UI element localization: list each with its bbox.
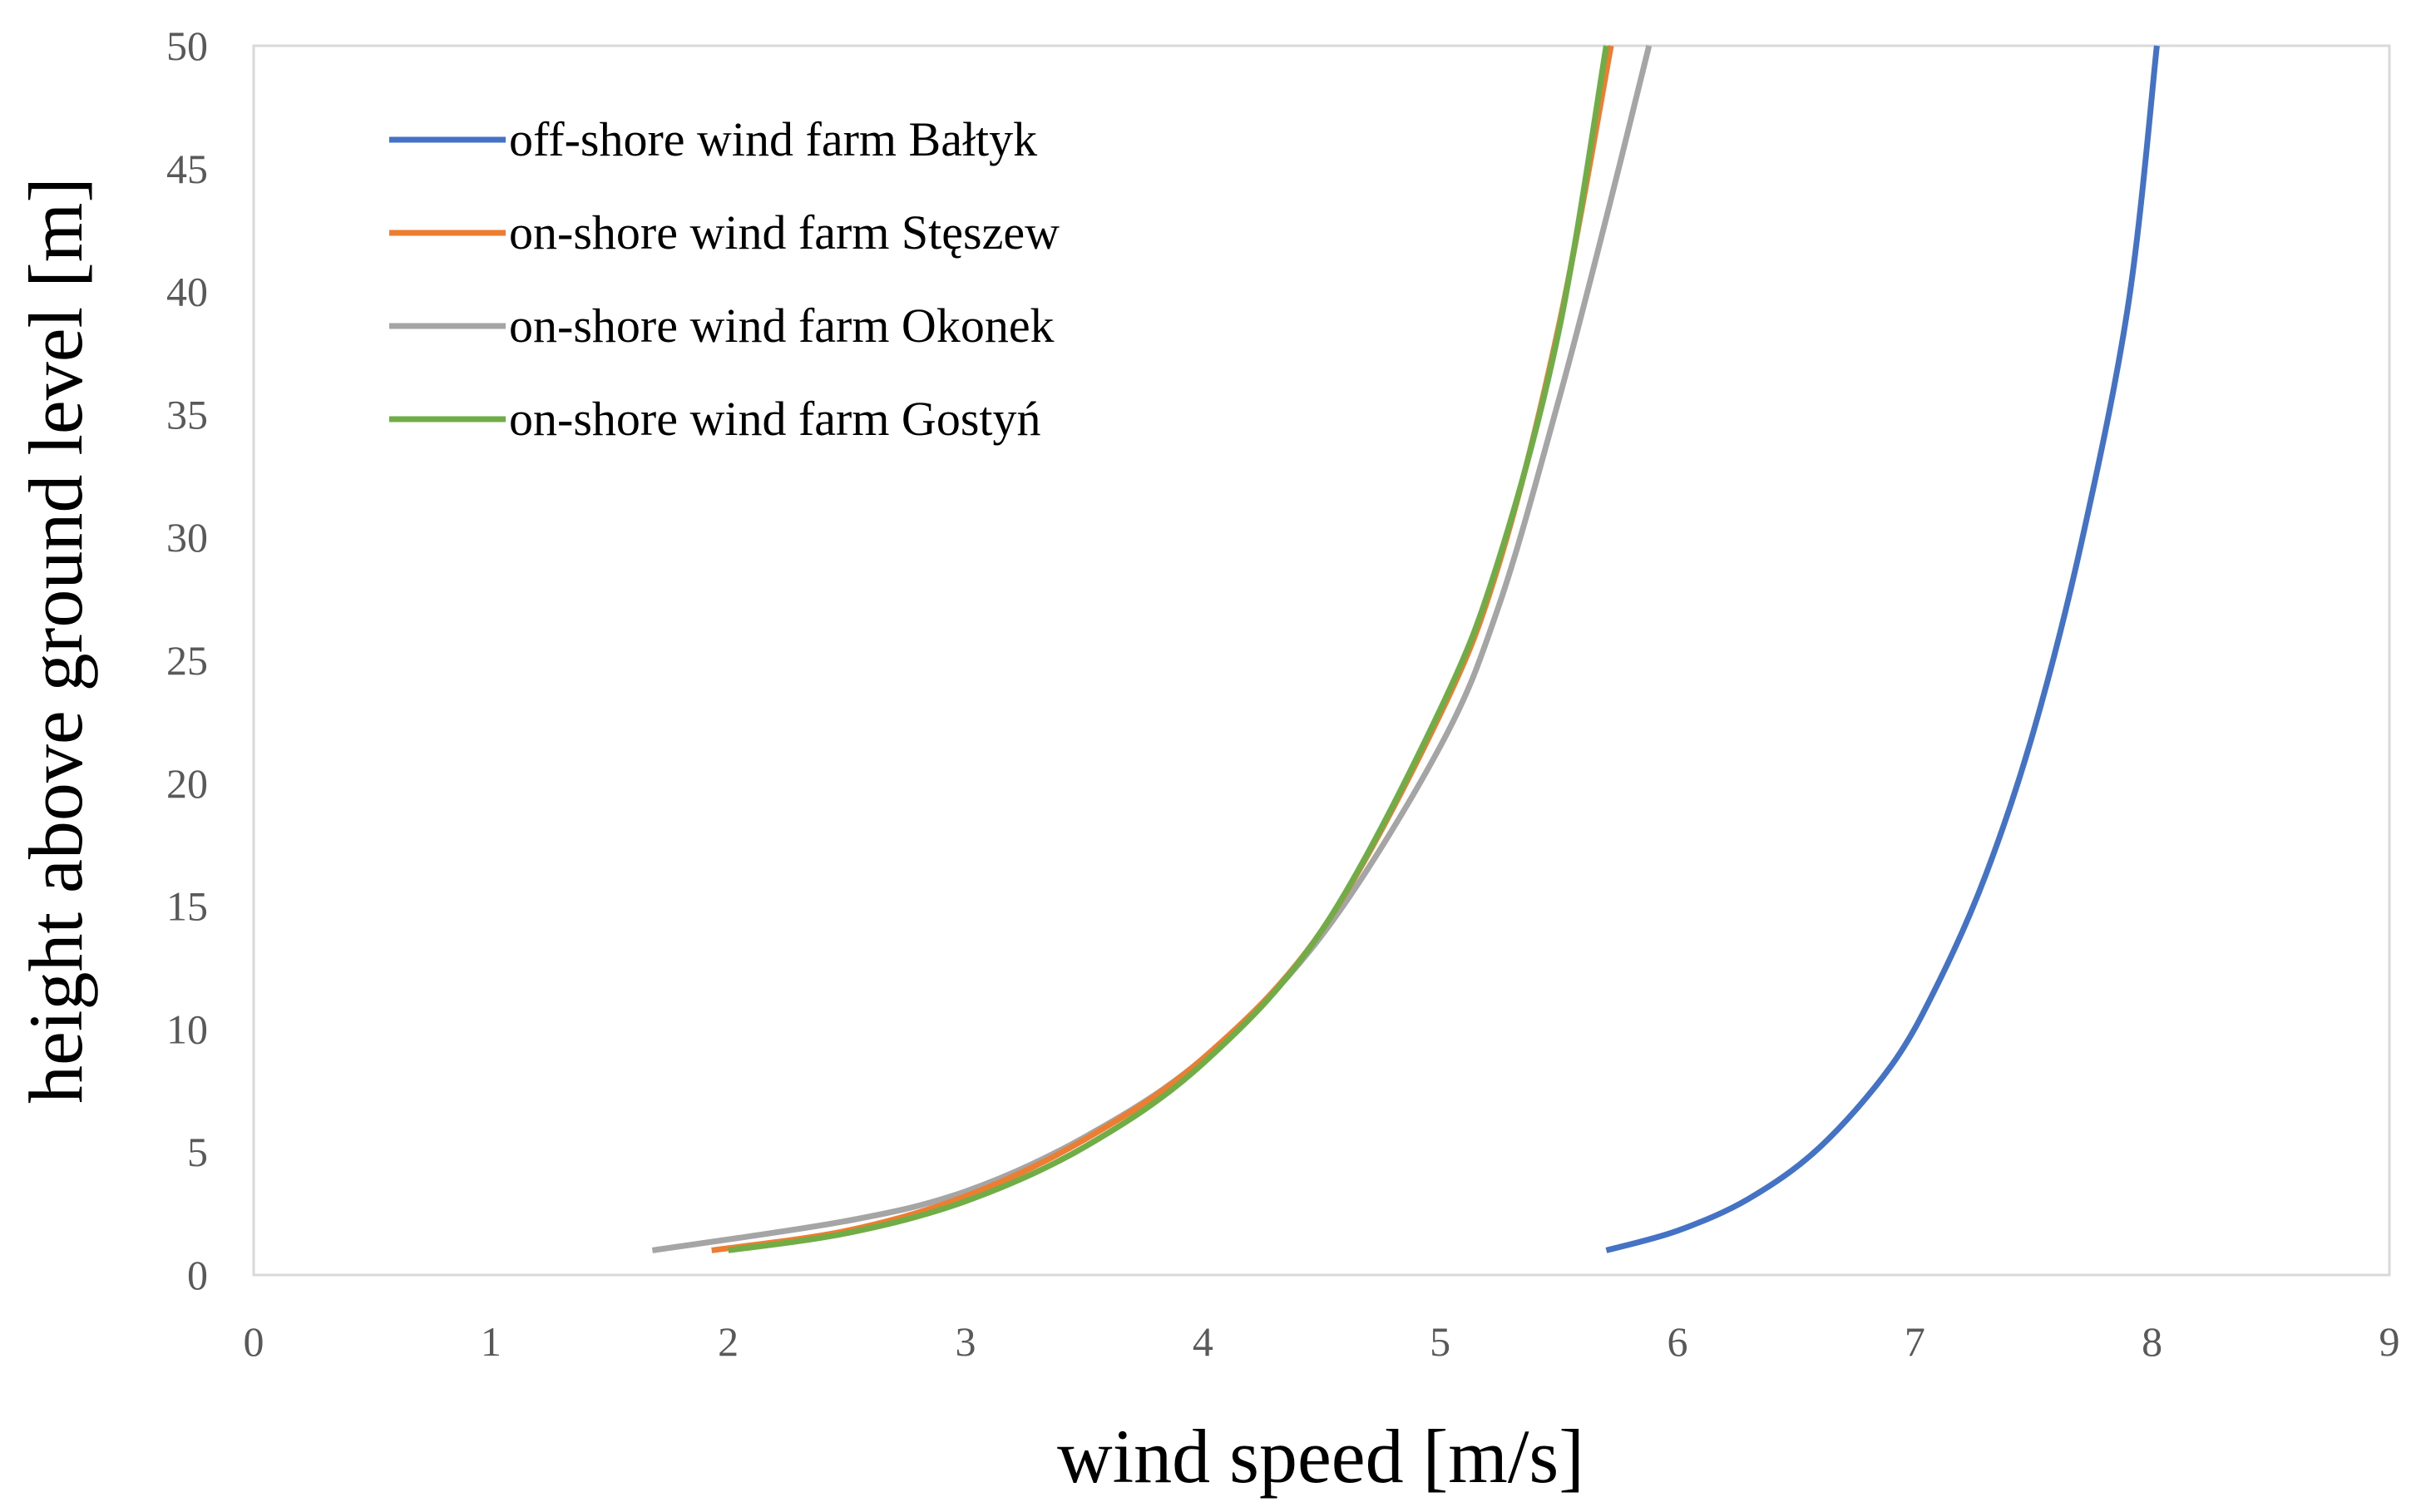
legend-label: on-shore wind farm Okonek <box>509 299 1055 353</box>
x-tick-label: 6 <box>1668 1318 1688 1365</box>
y-tick-label: 10 <box>166 1006 208 1052</box>
y-tick-label: 5 <box>187 1129 208 1175</box>
y-tick-label: 40 <box>166 269 208 315</box>
x-tick-label: 3 <box>956 1318 976 1365</box>
x-tick-label: 4 <box>1193 1318 1213 1365</box>
y-tick-label: 20 <box>166 760 208 807</box>
x-tick-label: 7 <box>1905 1318 1925 1365</box>
legend: off-shore wind farm Bałtyk on-shore wind … <box>389 112 1060 446</box>
x-tick-label: 2 <box>718 1318 739 1365</box>
x-tick-label: 0 <box>244 1318 264 1365</box>
y-tick-label: 15 <box>166 883 208 930</box>
plot-border <box>252 44 2391 1277</box>
legend-label: on-shore wind farm Gostyń <box>509 392 1041 446</box>
y-tick-label: 0 <box>187 1252 208 1298</box>
x-tick-label: 5 <box>1430 1318 1450 1365</box>
y-tick-label: 50 <box>166 22 208 69</box>
plot-area <box>252 44 2391 1277</box>
series-lines <box>651 45 2160 1253</box>
x-tick-label: 9 <box>2379 1318 2400 1365</box>
y-tick-label: 25 <box>166 637 208 684</box>
legend-label: off-shore wind farm Bałtyk <box>509 112 1037 166</box>
x-tick-label: 1 <box>481 1318 502 1365</box>
series-line-1 <box>1605 45 2160 1253</box>
x-axis-title: wind speed [m/s] <box>1057 1414 1584 1499</box>
y-tick-label: 30 <box>166 514 208 561</box>
y-axis-title: height above ground level [m] <box>13 177 98 1104</box>
series-line-3 <box>651 45 1653 1253</box>
x-tick-label: 8 <box>2142 1318 2162 1365</box>
series-line-4 <box>728 45 1609 1253</box>
y-tick-label: 45 <box>166 146 208 192</box>
y-tick-label: 35 <box>166 391 208 437</box>
legend-label: on-shore wind farm Stęszew <box>509 205 1060 259</box>
